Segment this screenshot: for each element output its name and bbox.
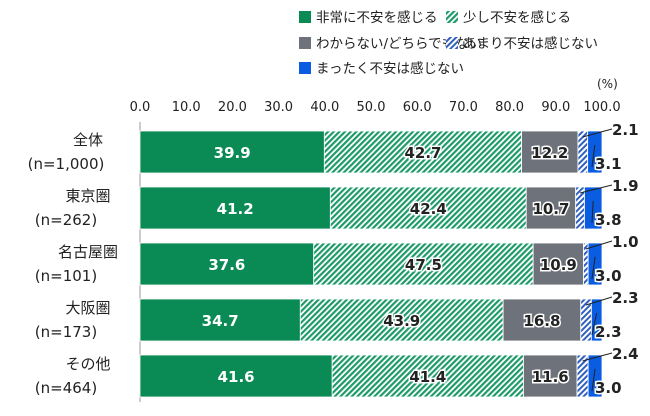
legend-swatch	[299, 11, 311, 23]
category-label: 名古屋圏	[58, 243, 118, 261]
bar-segment	[576, 354, 589, 398]
leader-line	[591, 144, 596, 168]
bar-segment	[523, 354, 578, 398]
bar-value-label: 41.6	[218, 368, 255, 386]
bar-segment	[329, 186, 527, 230]
x-tick-label: 80.0	[495, 100, 524, 115]
bar-value-label: 2.3	[612, 289, 639, 307]
bar-value-label: 3.1	[595, 155, 622, 173]
leader-line	[591, 200, 594, 224]
bar-segment	[323, 130, 523, 174]
bar-segment	[583, 242, 589, 286]
leader-line	[582, 128, 613, 138]
x-tick-label: 10.0	[172, 100, 201, 115]
category-n-label: (n=262)	[35, 211, 97, 229]
leader-line	[585, 240, 613, 250]
bar-segment	[587, 354, 603, 398]
category-labels: 全体 (n=1,000) 東京圏 (n=262) 名古屋圏 (n=101) 大阪圏 (n=17…	[28, 131, 118, 397]
category-label: その他	[65, 355, 110, 373]
bar-value-label: 42.7	[404, 144, 441, 162]
bar-value-label: 1.9	[612, 177, 639, 195]
bar-segment	[577, 130, 589, 174]
legend: 非常に不安を感じる 少し不安を感じるわからない/どちらでもないあまり不安は感じない…	[299, 9, 598, 77]
leader-line	[582, 352, 613, 362]
x-tick-label: 90.0	[541, 100, 570, 115]
legend-swatch	[446, 37, 458, 49]
legend-label: まったく不安は感じない	[316, 60, 464, 77]
x-tick-label: 20.0	[218, 100, 247, 115]
bar-segment	[313, 242, 534, 286]
bar-value-label: 41.4	[409, 368, 446, 386]
leader-line	[591, 256, 596, 280]
category-n-label: (n=173)	[35, 323, 97, 341]
x-tick-label: 60.0	[403, 100, 432, 115]
category-n-label: (n=464)	[35, 379, 97, 397]
x-tick-label: 30.0	[264, 100, 293, 115]
bar-value-label: 1.0	[612, 233, 639, 251]
legend-label: 少し不安を感じる	[463, 9, 571, 26]
bar-value-label: 10.7	[532, 200, 569, 218]
legend-label: あまり不安は感じない	[463, 35, 598, 52]
legend-swatch	[446, 11, 458, 23]
x-tick-label: 0.0	[130, 100, 151, 115]
bar-value-label: 2.1	[612, 121, 639, 139]
bar-segment	[139, 186, 331, 230]
bar-value-label: 10.9	[540, 256, 577, 274]
category-label: 大阪圏	[65, 299, 110, 317]
bars: 39.9 42.7 12.2 2.1 3.1 41.2 42.4 10.7 1.9 3.8 37.6…	[139, 121, 639, 399]
bar-value-label: 42.4	[410, 200, 447, 218]
x-tick-label: 100.0	[583, 100, 620, 115]
bar-value-label: 3.0	[595, 379, 622, 397]
leader-line	[585, 296, 613, 306]
leader-line	[591, 312, 598, 336]
bar-value-label: 2.3	[595, 323, 622, 341]
legend-swatch	[299, 37, 311, 49]
x-tick-label: 50.0	[357, 100, 386, 115]
legend-label: わからない/どちらでもない	[316, 36, 482, 52]
bar-value-label: 16.8	[523, 312, 560, 330]
bar-value-label: 12.2	[531, 144, 568, 162]
bar-segment	[521, 130, 579, 174]
bar-segment	[575, 186, 585, 230]
bar-segment	[299, 298, 504, 342]
category-n-label: (n=101)	[35, 267, 97, 285]
axis-unit: (%)	[597, 77, 618, 91]
bar-value-label: 43.9	[383, 312, 420, 330]
x-tick-label: 40.0	[310, 100, 339, 115]
category-label: 東京圏	[65, 187, 110, 205]
bar-segment	[502, 298, 582, 342]
bar-value-label: 11.6	[532, 368, 569, 386]
bar-segment	[139, 130, 325, 174]
bar-segment	[139, 242, 315, 286]
category-label: 全体	[73, 131, 103, 149]
bar-segment	[580, 298, 592, 342]
bar-segment	[331, 354, 524, 398]
bar-segment	[532, 242, 584, 286]
category-n-label: (n=1,000)	[28, 155, 105, 173]
bar-segment	[587, 130, 603, 174]
bar-value-label: 2.4	[612, 345, 639, 363]
bar-value-label: 47.5	[405, 256, 442, 274]
bar-value-label: 39.9	[214, 144, 251, 162]
x-tick-label: 70.0	[449, 100, 478, 115]
bar-value-label: 37.6	[208, 256, 245, 274]
bar-value-label: 34.7	[202, 312, 239, 330]
bar-value-label: 3.0	[595, 267, 622, 285]
leader-line	[579, 184, 613, 194]
bar-value-label: 3.8	[595, 211, 622, 229]
legend-label: 非常に不安を感じる	[316, 9, 438, 26]
leader-line	[591, 368, 596, 392]
bar-value-label: 41.2	[217, 200, 254, 218]
bar-segment	[590, 298, 603, 342]
bar-segment	[587, 242, 603, 286]
x-axis: (%) 0.0 10.0 20.0 30.0 40.0 50.0 60.0 70.0 80.0 90…	[130, 77, 621, 402]
bar-segment	[525, 186, 577, 230]
legend-swatch	[299, 62, 311, 74]
